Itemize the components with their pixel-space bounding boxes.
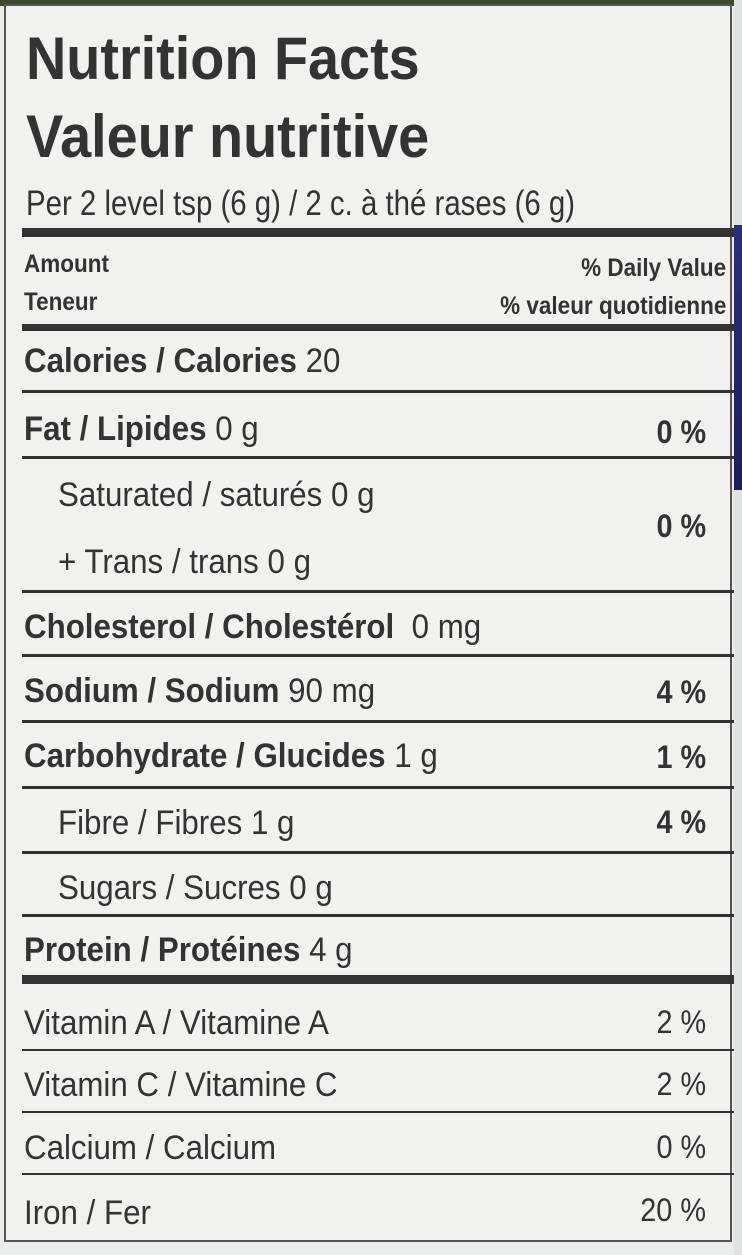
sodium-dv: 4 % — [656, 674, 706, 710]
nutrient-label: Calories / Calories — [24, 342, 297, 380]
header-amount-fr: Teneur — [24, 288, 98, 316]
nutrient-row-calories: Calories / Calories 20 — [24, 342, 340, 381]
vitamin-row-calcium: Calcium / Calcium — [24, 1129, 277, 1167]
background-right — [734, 0, 742, 1255]
carbohydrate-dv: 1 % — [656, 739, 706, 775]
nutrient-label: + Trans / trans — [58, 543, 259, 581]
divider — [22, 654, 734, 657]
calcium-dv: 0 % — [656, 1129, 706, 1165]
nutrient-amount: 0 mg — [411, 608, 482, 646]
nutrient-amount: 1 g — [394, 737, 438, 775]
divider — [22, 1049, 734, 1051]
fat-dv: 0 % — [656, 414, 706, 450]
header-dv-en: % Daily Value — [580, 254, 726, 282]
divider — [22, 786, 734, 789]
vitamin-a-dv: 2 % — [656, 1004, 706, 1040]
vitamin-row-a: Vitamin A / Vitamine A — [24, 1004, 329, 1042]
nutrient-label: Fat / Lipides — [24, 410, 207, 448]
thick-rule — [22, 228, 734, 237]
nutrient-label: Protein / Protéines — [24, 931, 301, 969]
divider — [22, 1111, 734, 1113]
thick-rule — [22, 975, 734, 984]
divider — [22, 456, 734, 459]
iron-dv: 20 % — [640, 1192, 706, 1228]
divider — [22, 720, 734, 723]
nutrient-label: Carbohydrate / Glucides — [24, 737, 386, 775]
nutrient-label: Sodium / Sodium — [24, 672, 280, 710]
thick-rule — [22, 324, 734, 331]
divider — [22, 914, 734, 917]
vitamin-row-iron: Iron / Fer — [24, 1194, 151, 1232]
vitamin-row-c: Vitamin C / Vitamine C — [24, 1066, 338, 1104]
divider — [22, 851, 734, 854]
nutrient-amount: 0 g — [289, 869, 333, 907]
nutrient-label: Cholesterol / Cholestérol — [24, 608, 395, 646]
nutrient-row-sodium: Sodium / Sodium 90 mg — [24, 672, 375, 711]
divider — [22, 390, 734, 393]
serving-size: Per 2 level tsp (6 g) / 2 c. à thé rases… — [26, 184, 576, 223]
nutrient-amount: 0 g — [267, 543, 311, 581]
nutrient-row-cholesterol: Cholesterol / Cholestérol 0 mg — [24, 608, 481, 647]
nutrient-amount: 20 — [305, 342, 341, 380]
nutrient-amount: 90 mg — [288, 672, 376, 710]
divider — [22, 590, 734, 593]
nutrient-amount: 4 g — [309, 931, 353, 969]
nutrient-row-sugars: Sugars / Sucres 0 g — [58, 869, 333, 908]
vitamin-c-dv: 2 % — [656, 1066, 706, 1102]
title-en: Nutrition Facts — [26, 25, 420, 92]
nutrient-row-carbohydrate: Carbohydrate / Glucides 1 g — [24, 737, 438, 776]
divider — [22, 1173, 734, 1175]
nutrient-amount: 1 g — [250, 804, 295, 842]
saturated-trans-dv: 0 % — [656, 508, 706, 544]
nutrient-label: Sugars / Sucres — [58, 869, 281, 907]
nutrient-label: Fibre / Fibres — [58, 804, 243, 842]
nutrient-amount: 0 g — [330, 476, 375, 514]
nutrient-label: Saturated / saturés — [58, 476, 323, 514]
nutrient-row-fat: Fat / Lipides 0 g — [24, 410, 259, 449]
fibre-dv: 4 % — [656, 804, 706, 840]
title-fr: Valeur nutritive — [26, 103, 430, 170]
background-top — [0, 0, 742, 6]
nutrient-row-saturated: Saturated / saturés 0 g — [58, 476, 374, 515]
header-dv-fr: % valeur quotidienne — [499, 292, 726, 320]
nutrition-facts-label: Nutrition Facts Valeur nutritive Per 2 l… — [4, 4, 734, 1242]
nutrient-row-trans: + Trans / trans 0 g — [58, 543, 311, 582]
background-package — [734, 225, 742, 490]
nutrient-row-protein: Protein / Protéines 4 g — [24, 931, 353, 970]
nutrient-amount: 0 g — [215, 410, 259, 448]
nutrient-row-fibre: Fibre / Fibres 1 g — [58, 804, 294, 843]
header-amount-en: Amount — [24, 250, 109, 278]
